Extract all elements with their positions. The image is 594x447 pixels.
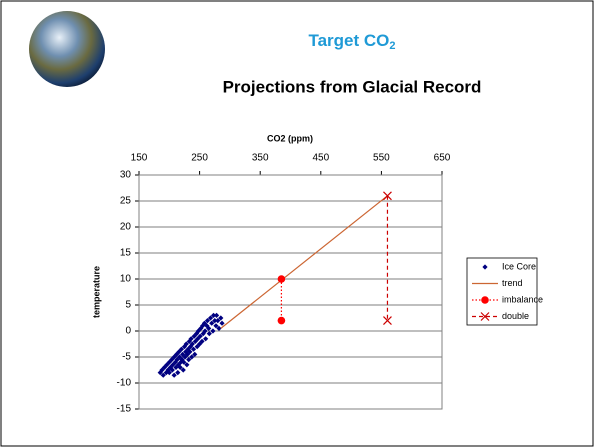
y-tick-label: 10: [120, 274, 132, 285]
legend-label: trend: [502, 278, 523, 288]
circle-point: [278, 275, 286, 283]
slide-subtitle: Projections from Glacial Record: [223, 77, 482, 96]
title-subscript: 2: [389, 40, 395, 52]
x-tick-label: 450: [312, 153, 329, 164]
y-tick-label: -10: [117, 378, 132, 389]
legend-label: double: [502, 311, 529, 321]
legend-marker: [481, 296, 489, 304]
x-tick-label: 650: [434, 153, 451, 164]
y-tick-label: 20: [120, 222, 132, 233]
earth-image: [29, 11, 105, 87]
y-tick-label: 15: [120, 248, 132, 259]
title-text: Target CO: [308, 31, 389, 50]
x-tick-label: 150: [131, 153, 148, 164]
y-tick-label: -15: [117, 404, 132, 415]
y-tick-label: -5: [122, 352, 131, 363]
y-tick-label: 5: [125, 300, 131, 311]
y-axis-label: temperature: [91, 266, 101, 318]
y-tick-label: 30: [120, 170, 132, 181]
slide-title: Target CO2: [308, 31, 395, 51]
x-axis-label: CO2 (ppm): [267, 133, 313, 143]
y-tick-label: 25: [120, 196, 132, 207]
y-tick-label: 0: [125, 326, 131, 337]
slide: Target CO2 Projections from Glacial Reco…: [0, 0, 594, 447]
circle-point: [278, 317, 286, 325]
x-tick-label: 550: [373, 153, 390, 164]
x-tick-label: 350: [252, 153, 269, 164]
legend-label: Ice Core: [502, 261, 536, 271]
legend-label: imbalance: [502, 294, 543, 304]
x-tick-label: 250: [191, 153, 208, 164]
